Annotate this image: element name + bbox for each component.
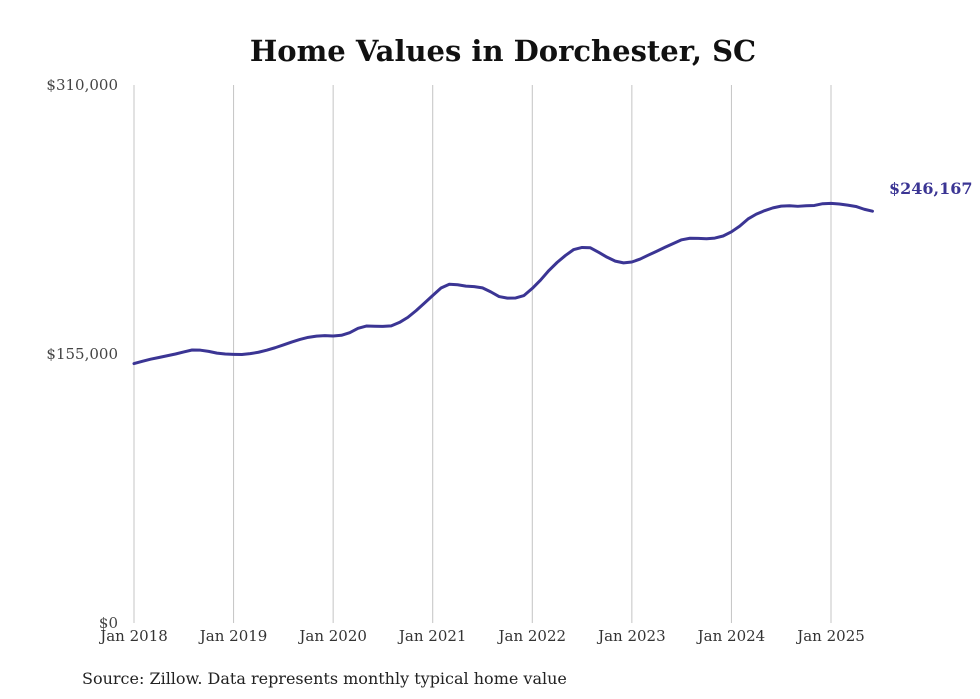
- y-tick-label: $310,000: [46, 76, 118, 94]
- y-tick-label: $155,000: [46, 345, 118, 363]
- source-note: Source: Zillow. Data represents monthly …: [82, 669, 567, 688]
- y-tick-label: $0: [99, 614, 118, 632]
- x-tick-label: Jan 2022: [497, 627, 567, 645]
- latest-value-label: $246,167: [889, 179, 973, 198]
- chart-title: Home Values in Dorchester, SC: [250, 34, 756, 68]
- x-tick-label: Jan 2021: [397, 627, 467, 645]
- home-value-line: [132, 201, 874, 366]
- vertical-gridlines: [133, 85, 832, 623]
- x-axis-tick-labels: Jan 2018 Jan 2019 Jan 2020 Jan 2021 Jan 2022…: [98, 627, 865, 645]
- x-tick-label: Jan 2025: [795, 627, 865, 645]
- y-axis-tick-labels: $0 $155,000 $310,000: [46, 76, 118, 632]
- x-tick-label: Jan 2018: [98, 627, 168, 645]
- x-tick-label: Jan 2019: [198, 627, 268, 645]
- x-tick-label: Jan 2023: [596, 627, 666, 645]
- x-tick-label: Jan 2020: [297, 627, 367, 645]
- x-tick-label: Jan 2024: [696, 627, 766, 645]
